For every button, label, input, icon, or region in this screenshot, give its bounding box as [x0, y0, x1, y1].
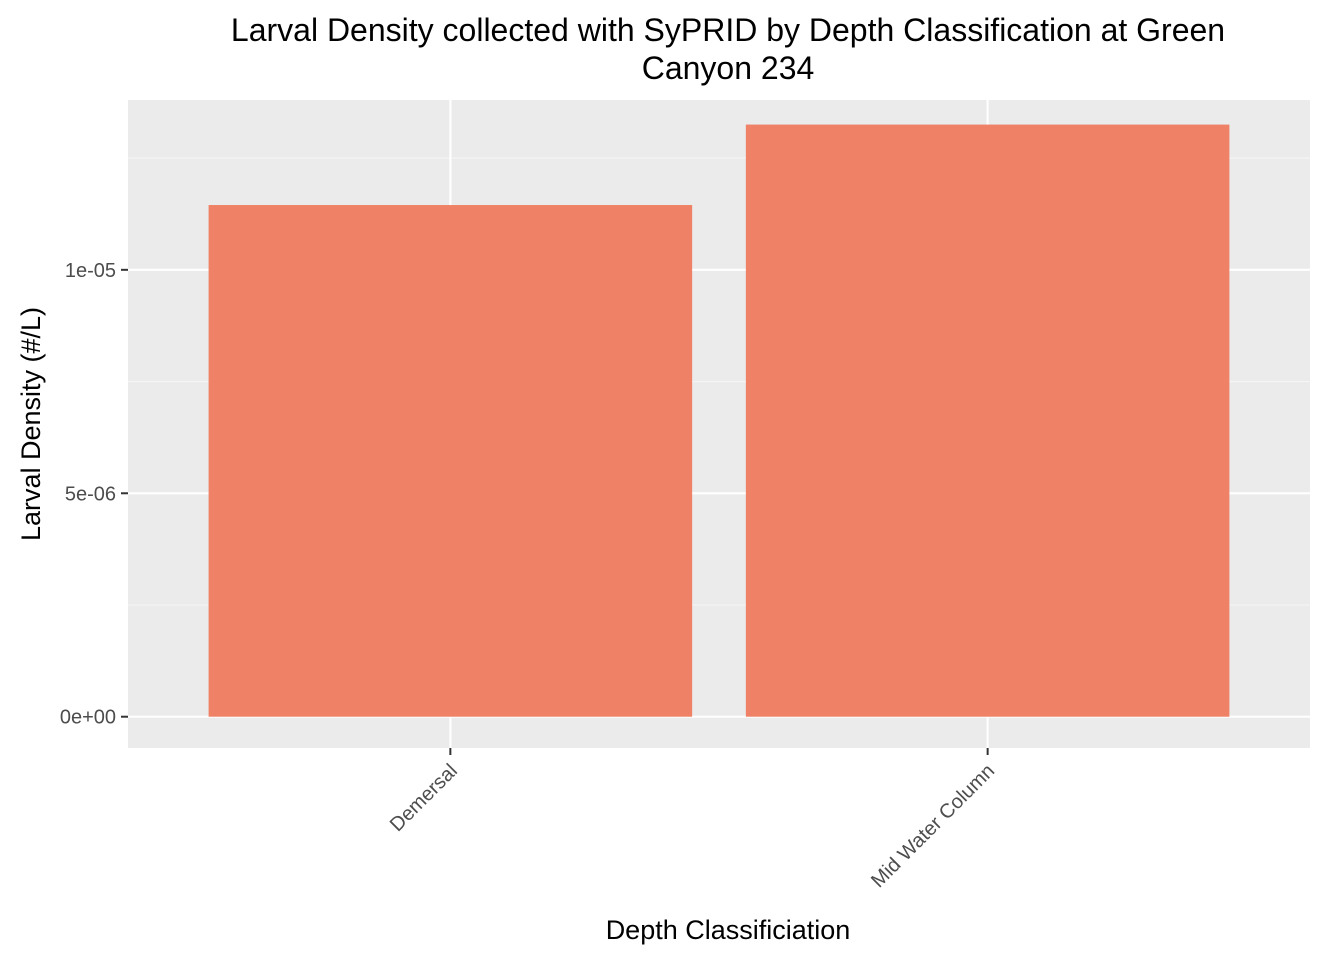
y-axis-title: Larval Density (#/L) — [16, 307, 46, 541]
y-tick-label: 0e+00 — [60, 707, 116, 729]
x-tick-label: Demersal — [386, 760, 462, 836]
bars-group — [208, 124, 1230, 717]
bar-demersal — [208, 205, 693, 717]
y-axis: 0e+00 5e-06 1e-05 — [60, 260, 128, 729]
bar-mid-water-column — [745, 124, 1230, 717]
x-axis: Demersal Mid Water Column — [386, 748, 999, 892]
chart-title-line-1: Larval Density collected with SyPRID by … — [231, 12, 1225, 48]
y-tick-label: 1e-05 — [65, 260, 116, 282]
x-tick-label: Mid Water Column — [867, 760, 999, 892]
x-axis-title: Depth Classificiation — [606, 915, 851, 945]
y-tick-label: 5e-06 — [65, 483, 116, 505]
chart-title-line-2: Canyon 234 — [642, 50, 815, 86]
